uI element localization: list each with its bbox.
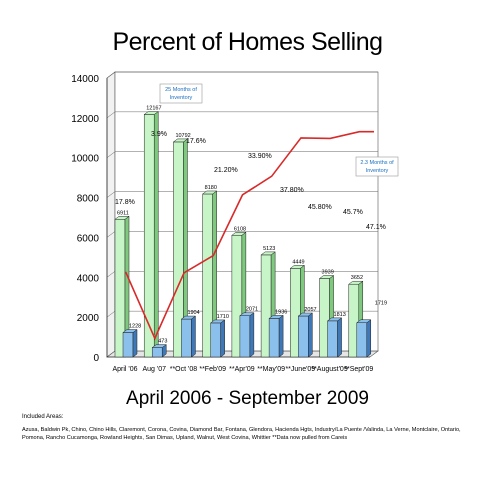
x-tick-label: **Apr'09: [229, 366, 255, 373]
chart-subtitle: April 2006 - September 2009: [126, 388, 369, 409]
percent-label: 17.8%: [115, 199, 135, 206]
x-tick-label: **June'09: [285, 366, 315, 373]
inventory-value-label: 5123: [263, 246, 275, 252]
callout-line2: Inventory: [366, 168, 389, 174]
inventory-value-label: 3939: [322, 270, 334, 276]
gridline: [106, 111, 378, 119]
sold-value-label: 473: [158, 339, 167, 345]
x-axis: April '06 Aug '07 **Oct '08 **Feb'09 **Apr'0…: [112, 366, 373, 373]
sold-bar: [239, 312, 255, 358]
y-tick-label: 14000: [71, 74, 99, 85]
percent-label: 3.9%: [151, 131, 167, 138]
x-tick-label: **Oct '08: [170, 366, 198, 373]
sold-value-label: 1936: [275, 309, 287, 315]
sold-value-label: 1719: [375, 301, 387, 307]
x-tick-label: **Sept'09: [344, 366, 373, 373]
percent-label: 21.20%: [214, 167, 238, 174]
value-labels: 6911 1228 12167 473 10792 1904 8180 1710 6108 207…: [117, 106, 387, 345]
sold-value-label: 2071: [246, 307, 258, 313]
percent-line: [124, 130, 374, 341]
y-tick-label: 6000: [77, 233, 100, 244]
included-areas-heading: Included Areas:: [22, 414, 64, 420]
inventory-value-label: 12167: [146, 106, 161, 112]
y-tick-label: 12000: [71, 114, 99, 125]
sold-value-label: 1813: [334, 312, 346, 318]
bars: [114, 111, 372, 358]
percent-label: 17.6%: [186, 138, 206, 145]
inventory-value-label: 8180: [205, 185, 217, 191]
callout-25-months: 25 Months of Inventory: [159, 83, 203, 104]
y-tick-label: 0: [93, 353, 99, 364]
sold-bar: [180, 315, 197, 358]
y-tick-label: 10000: [71, 154, 99, 165]
sold-value-label: 2057: [304, 307, 316, 313]
sold-value-label: 1228: [129, 324, 141, 330]
y-tick-label: 8000: [77, 194, 100, 205]
inventory-value-label: 6108: [234, 226, 246, 232]
sold-bar: [209, 319, 226, 358]
x-tick-label: **May'09: [257, 366, 285, 373]
sold-bar: [297, 312, 314, 358]
percent-label: 47.1%: [366, 224, 386, 231]
x-tick-label: **Feb'09: [199, 366, 226, 373]
gridline: [106, 191, 378, 198]
sold-bar: [326, 317, 343, 358]
x-tick-label: April '06: [112, 366, 137, 373]
x-tick-label: **August'09: [311, 366, 347, 373]
sold-value-label: 1904: [187, 310, 199, 316]
callout-line1: 2.3 Months of: [360, 160, 394, 166]
percent-label: 45.7%: [343, 209, 363, 216]
inventory-value-label: 3652: [351, 275, 363, 281]
percent-labels: 17.8% 3.9% 17.6% 21.20% 33.90% 37.80% 45.80% 45…: [115, 131, 386, 231]
inventory-value-label: 4449: [292, 259, 304, 265]
sold-bar: [122, 329, 138, 358]
sold-bar: [151, 344, 167, 358]
percent-label: 37.80%: [280, 187, 304, 194]
percent-label: 45.80%: [308, 204, 332, 211]
y-tick-label: 2000: [77, 313, 100, 324]
chart-title: Percent of Homes Selling: [112, 28, 383, 56]
inventory-bar: [114, 215, 130, 358]
x-tick-label: Aug '07: [142, 366, 166, 373]
callout-2-3-months: 2.3 Months of Inventory: [355, 156, 399, 177]
inventory-value-label: 10792: [175, 133, 190, 139]
sold-bar: [356, 319, 372, 358]
percent-line-path: [124, 130, 374, 341]
inventory-value-label: 6911: [117, 210, 129, 216]
percent-label: 33.90%: [248, 153, 272, 160]
included-areas-list: Azusa, Baldwin Pk, Chino, Chino Hills, C…: [22, 427, 461, 441]
callout-line2: Inventory: [170, 95, 193, 101]
sold-bar: [268, 314, 284, 358]
inventory-bar: [172, 138, 189, 358]
y-tick-label: 4000: [77, 273, 100, 284]
sold-value-label: 1710: [217, 314, 229, 320]
gridline: [106, 71, 378, 79]
callout-line1: 25 Months of: [165, 87, 197, 93]
